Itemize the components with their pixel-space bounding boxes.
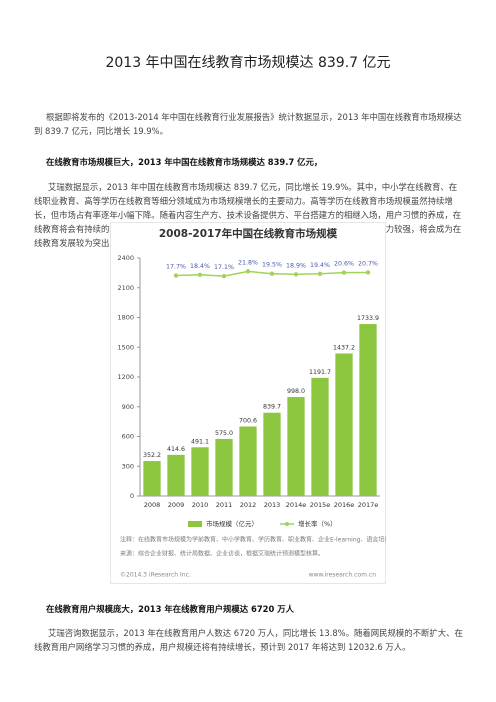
bar	[311, 377, 329, 496]
note: 注释：在线教育市场规模为学前教育、中小学教育、学历教育、职业教育、企业E-lea…	[120, 536, 386, 544]
x-tick-label: 2013	[264, 501, 281, 509]
point	[221, 273, 227, 279]
bar	[167, 454, 185, 496]
heading: 在线教育市场规模巨大，2013 年中国在线教育市场规模达 839.7 亿元，	[46, 157, 323, 167]
bar	[287, 397, 305, 496]
point	[173, 273, 179, 278]
point	[365, 270, 371, 275]
data-label: 19.4%	[310, 262, 330, 269]
x-tick-label: 2017e	[358, 501, 379, 509]
data-label: 18.9%	[286, 262, 306, 269]
legend-label: 增长率（%）	[298, 519, 337, 528]
bar	[359, 324, 377, 496]
data-label: 700.6	[239, 418, 257, 425]
bar	[215, 438, 233, 496]
bar	[335, 353, 353, 496]
point	[317, 271, 323, 276]
data-label: 18.4%	[190, 263, 210, 270]
legend-swatch	[285, 522, 289, 526]
data-label: 17.1%	[214, 264, 234, 271]
bar	[191, 447, 209, 496]
data-label: 19.5%	[262, 262, 282, 269]
x-tick-label: 2010	[192, 501, 209, 509]
footer: www.iresearch.com.cn	[309, 572, 377, 579]
note: 来源：综合企业财报、统计局数据、企业访谈，根据艾瑞统计预测模型核算。	[120, 550, 324, 558]
y-tick-label: 0	[130, 492, 134, 500]
footer: ©2014.3 iResearch Inc.	[120, 572, 191, 579]
data-label: 21.8%	[238, 259, 258, 266]
y-tick-label: 600	[122, 433, 134, 441]
data-label: 352.2	[143, 452, 161, 459]
chart: 2008-2017年中国在线教育市场规模 注释：在线教育市场规模为学前教育、中小…	[110, 222, 386, 584]
y-tick-label: 900	[122, 403, 134, 411]
bar	[263, 412, 281, 496]
data-label: 414.6	[167, 446, 185, 453]
point	[245, 269, 251, 274]
data-label: 491.1	[191, 438, 209, 445]
paragraph: 艾瑞咨询数据显示，2013 年在线教育用户人数达 6720 万人，同比增长 13…	[34, 628, 463, 652]
point	[269, 271, 275, 276]
data-label: 1191.7	[309, 369, 331, 376]
point	[341, 270, 347, 275]
data-label: 17.7%	[166, 264, 186, 271]
y-tick-label: 1200	[117, 373, 134, 381]
x-tick-label: 2016e	[334, 501, 355, 509]
y-tick-label: 1500	[117, 343, 134, 351]
legend-label: 市场规模（亿元）	[206, 519, 258, 528]
x-tick-label: 2011	[216, 501, 233, 509]
paragraph: 根据即将发布的《2013-2014 年中国在线教育行业发展报告》统计数据显示，2…	[34, 112, 462, 136]
y-tick-label: 2100	[117, 284, 134, 292]
chart-title: 2008-2017年中国在线教育市场规模	[159, 227, 338, 240]
data-label: 998.0	[287, 388, 305, 395]
doc-title: 2013 年中国在线教育市场规模达 839.7 亿元	[105, 55, 391, 71]
x-tick-label: 2012	[240, 501, 257, 509]
heading: 在线教育用户规模庞大，2013 年在线教育用户规模达 6720 万人	[46, 604, 294, 614]
data-label: 1437.2	[333, 344, 355, 351]
bar	[239, 426, 257, 496]
data-label: 575.0	[215, 430, 233, 437]
x-tick-label: 2015e	[310, 501, 331, 509]
bar	[143, 461, 161, 496]
y-tick-label: 1800	[117, 314, 134, 322]
x-tick-label: 2009	[168, 501, 185, 509]
point	[197, 272, 203, 278]
point	[293, 272, 299, 277]
y-tick-label: 2400	[117, 254, 134, 262]
x-tick-label: 2008	[144, 501, 161, 509]
data-label: 20.6%	[334, 261, 354, 268]
x-tick-label: 2014e	[286, 501, 307, 509]
data-label: 839.7	[263, 404, 281, 411]
legend-swatch	[188, 521, 202, 527]
data-label: 1733.9	[357, 315, 379, 322]
data-label: 20.7%	[358, 260, 378, 267]
y-tick-label: 300	[122, 462, 134, 470]
